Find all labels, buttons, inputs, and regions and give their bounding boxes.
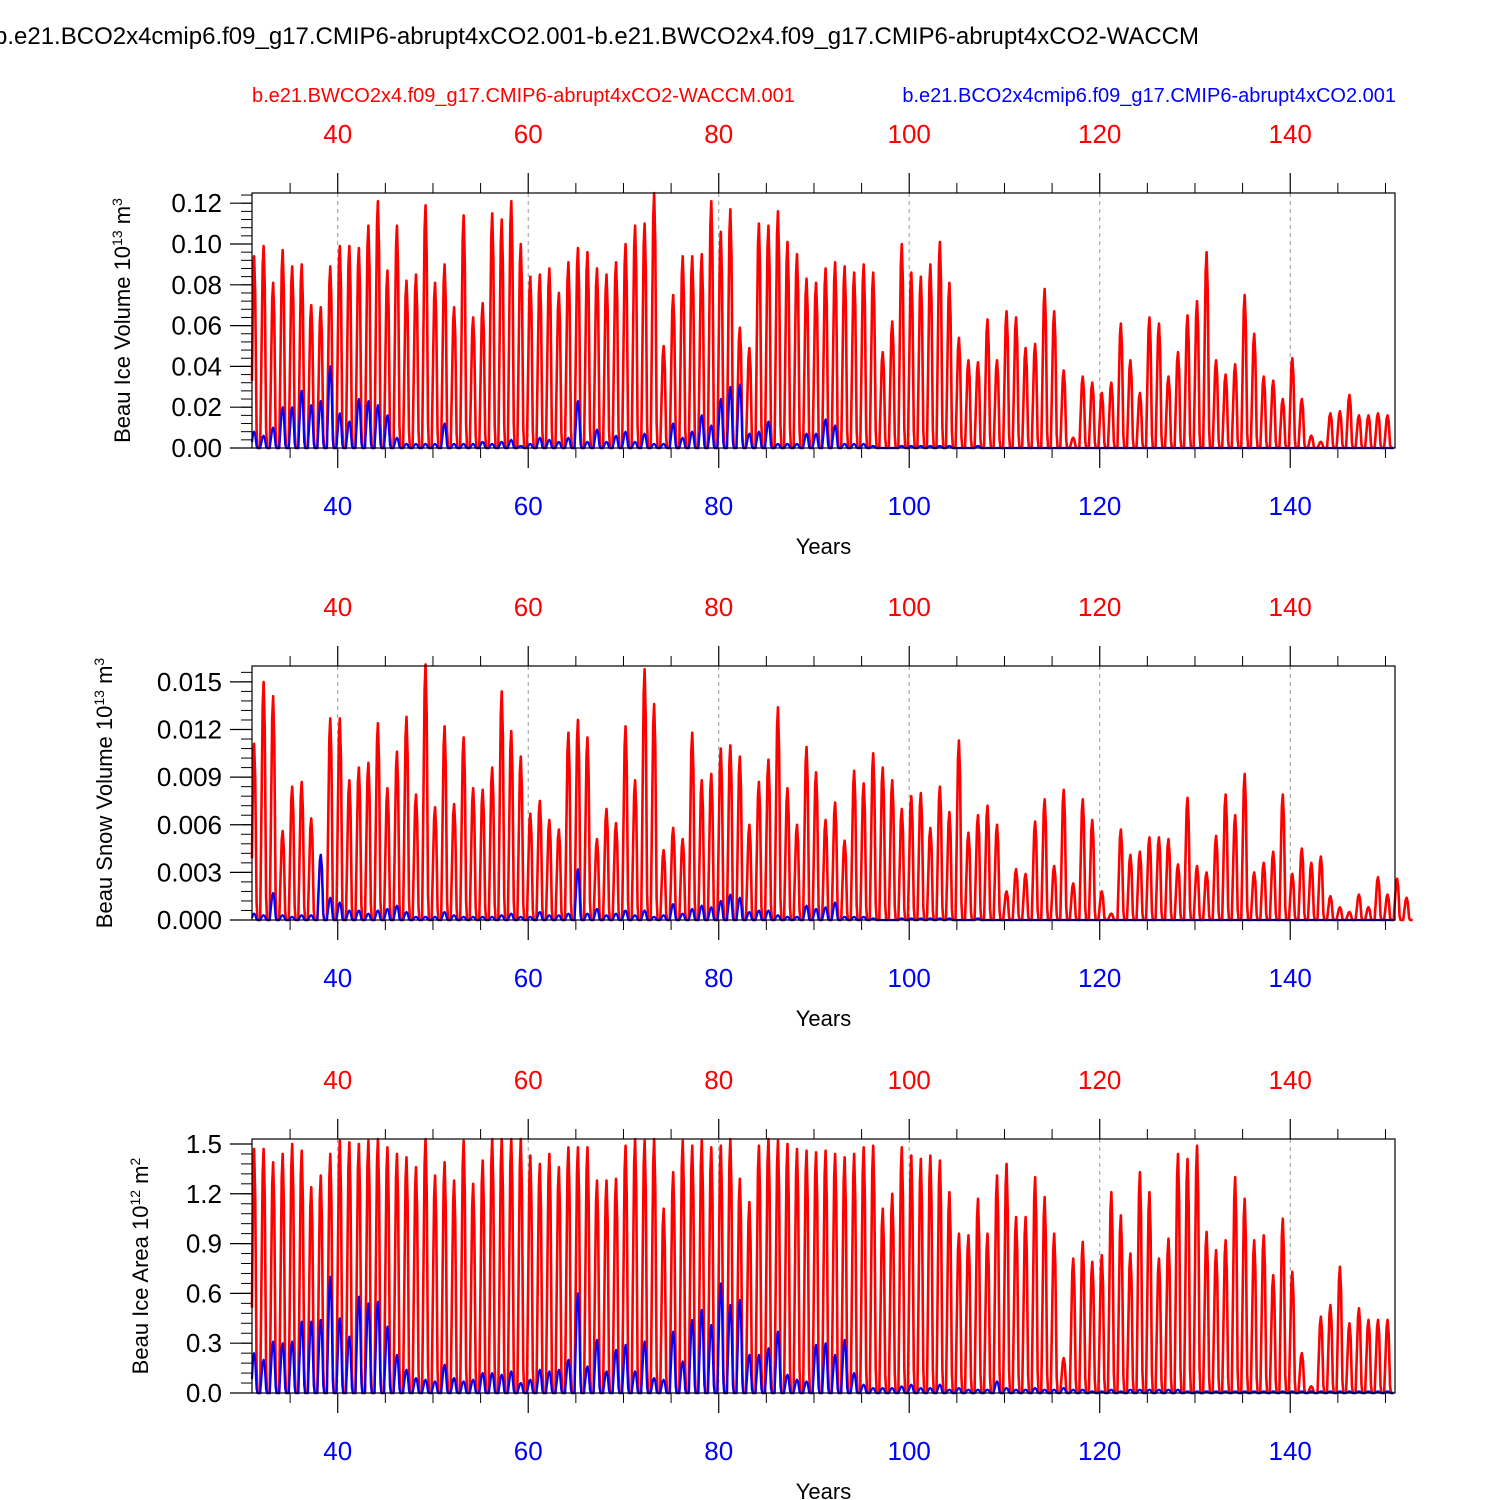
x-tick-label-bottom: 60 bbox=[514, 963, 543, 993]
x-tick-label-top: 80 bbox=[704, 119, 733, 149]
x-tick-label-bottom: 100 bbox=[888, 491, 931, 521]
x-tick-label-bottom: 80 bbox=[704, 1436, 733, 1466]
x-tick-label-top: 80 bbox=[704, 1065, 733, 1095]
x-tick-label-bottom: 40 bbox=[323, 963, 352, 993]
x-tick-label-top: 60 bbox=[514, 592, 543, 622]
x-tick-label-top: 120 bbox=[1078, 592, 1121, 622]
x-tick-label-bottom: 140 bbox=[1269, 963, 1312, 993]
x-tick-label-bottom: 40 bbox=[323, 1436, 352, 1466]
x-axis-title: Years bbox=[796, 534, 851, 559]
y-tick-label: 0.000 bbox=[157, 905, 222, 935]
x-tick-label-bottom: 60 bbox=[514, 491, 543, 521]
x-axis-title: Years bbox=[796, 1006, 851, 1031]
y-tick-label: 0.10 bbox=[171, 229, 222, 259]
x-tick-label-top: 120 bbox=[1078, 1065, 1121, 1095]
x-tick-label-top: 120 bbox=[1078, 119, 1121, 149]
x-tick-label-top: 140 bbox=[1269, 592, 1312, 622]
y-tick-label: 0.006 bbox=[157, 810, 222, 840]
y-tick-label: 0.6 bbox=[186, 1278, 222, 1308]
x-tick-label-bottom: 80 bbox=[704, 963, 733, 993]
x-tick-label-top: 80 bbox=[704, 592, 733, 622]
plot-frame bbox=[251, 1138, 1396, 1394]
y-tick-label: 0.00 bbox=[171, 433, 222, 463]
y-tick-label: 0.012 bbox=[157, 715, 222, 745]
y-axis-title: Beau Ice Volume 1013 m3 bbox=[109, 198, 135, 443]
y-tick-label: 0.12 bbox=[171, 188, 222, 218]
x-tick-label-bottom: 40 bbox=[323, 491, 352, 521]
x-tick-label-top: 40 bbox=[323, 592, 352, 622]
x-tick-label-bottom: 100 bbox=[888, 963, 931, 993]
chart-panel-1: 0.00 0.02 0.04 0.06 0.08 0.10 0.12 40 60 80 100 120… bbox=[109, 119, 1396, 559]
y-tick-label: 0.06 bbox=[171, 311, 222, 341]
x-tick-label-bottom: 120 bbox=[1078, 963, 1121, 993]
y-tick-label: 0.015 bbox=[157, 667, 222, 697]
legend-blue-run: b.e21.BCO2x4cmip6.f09_g17.CMIP6-abrupt4x… bbox=[902, 85, 1396, 107]
plot-frame bbox=[251, 192, 1396, 449]
x-tick-label-bottom: 120 bbox=[1078, 491, 1121, 521]
x-axis-title: Years bbox=[796, 1479, 851, 1500]
x-tick-label-top: 100 bbox=[888, 119, 931, 149]
y-tick-label: 1.5 bbox=[186, 1129, 222, 1159]
x-tick-label-bottom: 120 bbox=[1078, 1436, 1121, 1466]
x-tick-label-top: 100 bbox=[888, 1065, 931, 1095]
figure-title: b.e21.BCO2x4cmip6.f09_g17.CMIP6-abrupt4x… bbox=[0, 23, 1199, 50]
chart-panel-3: 0.0 0.3 0.6 0.9 1.2 1.5 40 60 80 100 120 140 40 60 80 1… bbox=[127, 1065, 1396, 1500]
x-tick-label-top: 60 bbox=[514, 1065, 543, 1095]
x-tick-label-top: 40 bbox=[323, 119, 352, 149]
y-tick-label: 0.9 bbox=[186, 1229, 222, 1259]
y-tick-label: 0.04 bbox=[171, 351, 222, 381]
y-tick-label: 1.2 bbox=[186, 1179, 222, 1209]
series-line-red bbox=[250, 191, 1394, 450]
x-tick-label-bottom: 100 bbox=[888, 1436, 931, 1466]
y-tick-label: 0.003 bbox=[157, 857, 222, 887]
series-line-red bbox=[250, 663, 1413, 922]
x-tick-label-bottom: 140 bbox=[1269, 1436, 1312, 1466]
x-tick-label-top: 40 bbox=[323, 1065, 352, 1095]
y-tick-label: 0.02 bbox=[171, 392, 222, 422]
y-axis-title: Beau Ice Area 1012 m2 bbox=[127, 1157, 153, 1374]
plot-frame bbox=[251, 665, 1396, 921]
x-tick-label-top: 140 bbox=[1269, 119, 1312, 149]
y-tick-label: 0.0 bbox=[186, 1378, 222, 1408]
y-axis-title: Beau Snow Volume 1013 m3 bbox=[91, 658, 117, 929]
x-tick-label-bottom: 60 bbox=[514, 1436, 543, 1466]
chart-panel-2: 0.000 0.003 0.006 0.009 0.012 0.015 40 60 80 100 1… bbox=[91, 592, 1413, 1031]
x-tick-label-bottom: 80 bbox=[704, 491, 733, 521]
legend-red-run: b.e21.BWCO2x4.f09_g17.CMIP6-abrupt4xCO2-… bbox=[252, 85, 795, 107]
x-tick-label-top: 60 bbox=[514, 119, 543, 149]
y-tick-label: 0.3 bbox=[186, 1328, 222, 1358]
x-tick-label-top: 100 bbox=[888, 592, 931, 622]
x-tick-label-top: 140 bbox=[1269, 1065, 1312, 1095]
y-tick-label: 0.009 bbox=[157, 762, 222, 792]
y-tick-label: 0.08 bbox=[171, 270, 222, 300]
series-line-red bbox=[250, 1137, 1394, 1395]
x-tick-label-bottom: 140 bbox=[1269, 491, 1312, 521]
